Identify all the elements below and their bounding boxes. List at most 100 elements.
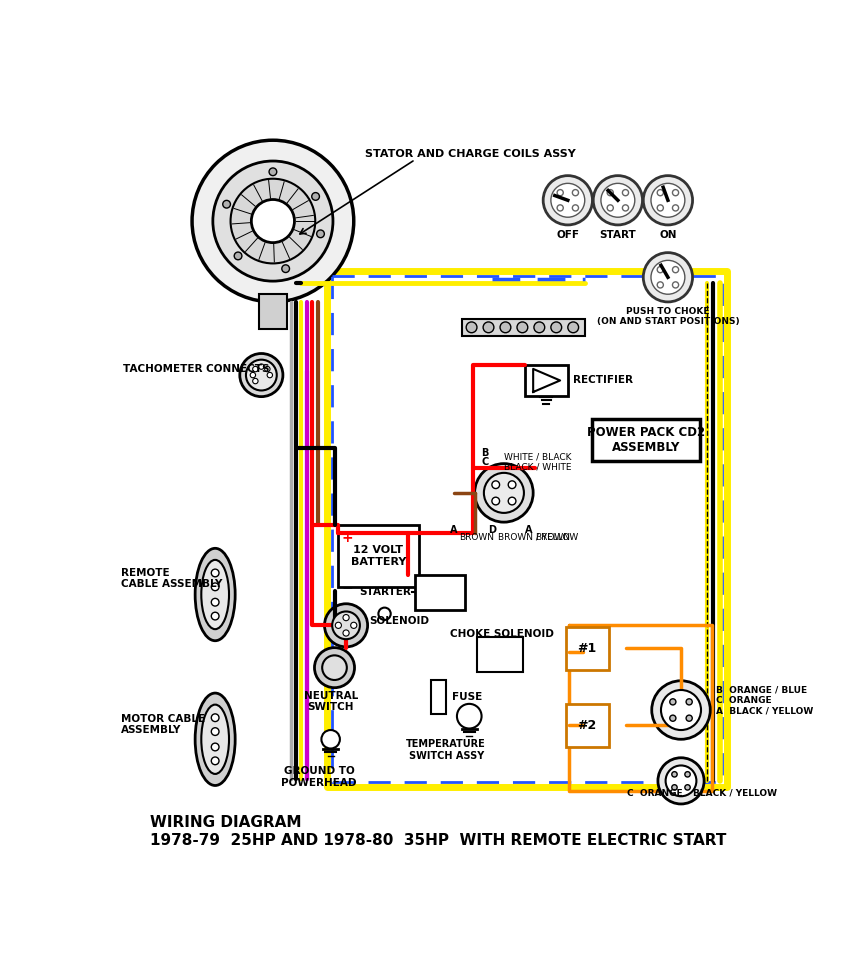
Circle shape [652, 681, 711, 739]
Text: CHOKE SOLENOID: CHOKE SOLENOID [450, 630, 554, 639]
Circle shape [211, 728, 219, 736]
Circle shape [594, 176, 642, 224]
Circle shape [240, 353, 283, 396]
Circle shape [673, 189, 679, 196]
Circle shape [350, 623, 357, 629]
Circle shape [672, 785, 677, 791]
Text: +: + [342, 531, 354, 546]
Circle shape [643, 253, 693, 302]
Circle shape [192, 141, 354, 302]
Circle shape [333, 611, 360, 639]
Circle shape [211, 757, 219, 764]
Bar [477, 637, 523, 671]
Circle shape [509, 497, 516, 505]
Circle shape [534, 322, 545, 333]
Circle shape [322, 730, 340, 749]
Circle shape [378, 608, 391, 620]
Circle shape [234, 252, 242, 260]
Text: C  ORANGE: C ORANGE [627, 789, 683, 797]
Text: C  ORANGE: C ORANGE [716, 696, 771, 705]
Text: MOTOR CABLE
ASSEMBLY: MOTOR CABLE ASSEMBLY [121, 713, 205, 736]
Text: NEUTRAL
SWITCH: NEUTRAL SWITCH [303, 691, 358, 712]
Circle shape [673, 282, 679, 288]
Circle shape [557, 205, 563, 211]
Bar [567, 704, 609, 747]
Bar [415, 575, 466, 610]
Circle shape [483, 322, 494, 333]
Circle shape [666, 765, 696, 796]
Circle shape [686, 699, 692, 705]
Circle shape [282, 264, 290, 272]
Text: D: D [488, 525, 496, 535]
Text: WHITE / BLACK: WHITE / BLACK [504, 453, 572, 462]
Circle shape [568, 322, 578, 333]
Circle shape [484, 472, 524, 513]
Circle shape [322, 655, 347, 680]
Ellipse shape [201, 560, 229, 630]
Circle shape [622, 205, 629, 211]
Circle shape [211, 743, 219, 751]
Circle shape [551, 183, 584, 218]
Text: REMOTE
CABLE ASSEMBLY: REMOTE CABLE ASSEMBLY [121, 568, 222, 590]
Circle shape [651, 183, 685, 218]
Circle shape [669, 715, 676, 721]
Circle shape [250, 373, 256, 378]
Text: SOLENOID: SOLENOID [369, 617, 429, 627]
Circle shape [573, 205, 578, 211]
Circle shape [253, 366, 258, 372]
Text: #1: #1 [578, 642, 597, 655]
Circle shape [551, 322, 562, 333]
Circle shape [267, 373, 273, 378]
Circle shape [466, 322, 477, 333]
Circle shape [672, 772, 677, 777]
Text: A: A [525, 525, 532, 535]
Text: A: A [450, 525, 457, 535]
Bar [593, 419, 701, 462]
Circle shape [324, 604, 368, 647]
Circle shape [269, 168, 277, 176]
Text: TEMPERATURE
SWITCH ASSY: TEMPERATURE SWITCH ASSY [407, 739, 486, 761]
Circle shape [607, 189, 613, 196]
Circle shape [669, 699, 676, 705]
Circle shape [651, 261, 685, 294]
Circle shape [509, 481, 516, 489]
Circle shape [658, 189, 663, 196]
Circle shape [658, 266, 663, 272]
Text: BROWN: BROWN [459, 533, 494, 542]
Circle shape [492, 481, 499, 489]
Ellipse shape [195, 549, 235, 640]
Circle shape [475, 464, 533, 522]
Text: ON: ON [659, 229, 677, 239]
Circle shape [557, 189, 563, 196]
Text: 1978-79  25HP AND 1978-80  35HP  WITH REMOTE ELECTRIC START: 1978-79 25HP AND 1978-80 35HP WITH REMOT… [150, 834, 726, 848]
Text: FUSE: FUSE [452, 692, 482, 702]
Circle shape [314, 648, 354, 688]
Text: C: C [481, 458, 488, 468]
Circle shape [517, 322, 528, 333]
Circle shape [673, 266, 679, 272]
Circle shape [211, 598, 219, 606]
Circle shape [500, 322, 511, 333]
Text: −: − [342, 581, 354, 594]
Circle shape [573, 189, 578, 196]
Bar [461, 319, 584, 336]
Circle shape [211, 583, 219, 590]
Circle shape [335, 623, 342, 629]
Circle shape [253, 379, 258, 384]
Bar [431, 680, 446, 713]
Circle shape [661, 690, 701, 730]
Circle shape [211, 713, 219, 721]
Circle shape [673, 205, 679, 211]
Circle shape [492, 497, 499, 505]
Circle shape [317, 230, 324, 238]
Text: RECTIFIER: RECTIFIER [573, 376, 633, 386]
Circle shape [211, 569, 219, 577]
Circle shape [685, 785, 690, 791]
Circle shape [223, 200, 231, 208]
Text: STARTER: STARTER [360, 588, 412, 597]
Bar [567, 627, 609, 670]
Circle shape [264, 366, 270, 372]
Text: TACHOMETER CONNECTS: TACHOMETER CONNECTS [123, 363, 269, 374]
Circle shape [231, 179, 315, 264]
Circle shape [211, 612, 219, 620]
